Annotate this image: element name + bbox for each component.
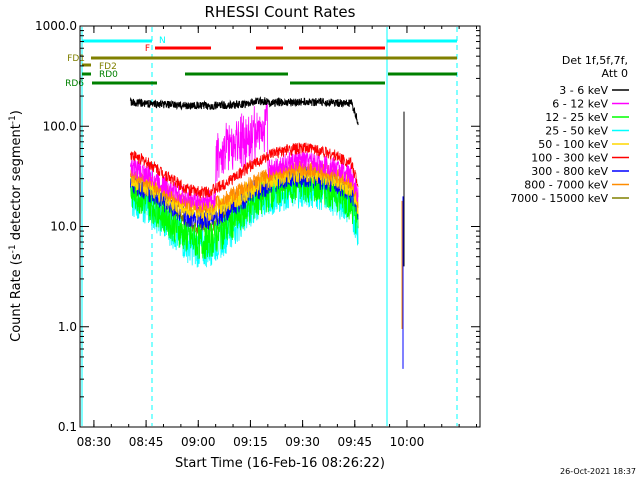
flag-label-n: N [159,36,166,46]
x-tick-label: 09:45 [337,435,372,449]
legend-title-line1: Det 1f,5f,7f, [562,54,628,67]
flag-label-fd1: FD1 [67,54,85,64]
y-tick-label: 1000.0 [35,19,77,33]
legend-entry-label: 300 - 800 keV [531,165,608,178]
series-line-0 [129,96,359,126]
legend-entry-label: 6 - 12 keV [552,98,608,111]
x-tick-label: 09:30 [285,435,320,449]
flag-label-f: F [145,44,150,54]
plot-timestamp: 26-Oct-2021 18:37 [560,467,636,476]
x-tick-label: 09:00 [181,435,216,449]
chart-axis-ticks: 08:30 08:45 09:00 09:15 09:30 09:45 10:00 0.1 1.… [35,19,480,449]
chart-series-lines [129,96,405,369]
y-tick-label: 1.0 [58,320,77,334]
flag-label-fd2: FD2 [99,62,117,72]
y-axis-label-main: Count Rate (s [9,253,24,342]
flag-label-rd0: RD0 [99,70,118,80]
legend-entry-label: 100 - 300 keV [531,152,608,165]
x-axis-label: Start Time (16-Feb-16 08:26:22) [175,456,385,471]
flag-label-rd6: RD6 [65,79,84,89]
x-tick-label: 09:15 [233,435,268,449]
series-line-5 [130,142,359,198]
y-axis-label-exp1: -1 [8,244,18,253]
x-tick-label: 10:00 [390,435,425,449]
legend-entry-label: 800 - 7000 keV [524,179,608,192]
legend-entry-label: 25 - 50 keV [545,125,608,138]
x-tick-label: 08:45 [129,435,164,449]
y-axis-label-end: ) [9,110,24,115]
y-tick-label: 100.0 [43,119,77,133]
series-line-1 [130,102,359,211]
y-tick-label: 10.0 [50,220,77,234]
legend-title-line2: Att 0 [602,67,628,80]
y-axis-label-mid: detector segment [9,124,24,244]
legend-entry-label: 3 - 6 keV [559,84,608,97]
x-tick-label: 08:30 [77,435,112,449]
legend-entry-label: 12 - 25 keV [545,111,608,124]
y-axis-label-exp2: -1 [8,115,18,124]
chart-title: RHESSI Count Rates [205,3,356,21]
legend-entry-label: 7000 - 15000 keV [510,192,608,205]
y-tick-label: 0.1 [58,420,77,434]
y-axis-label: Count Rate (s-1 detector segment-1) [8,110,24,342]
legend-entry-label: 50 - 100 keV [538,138,608,151]
